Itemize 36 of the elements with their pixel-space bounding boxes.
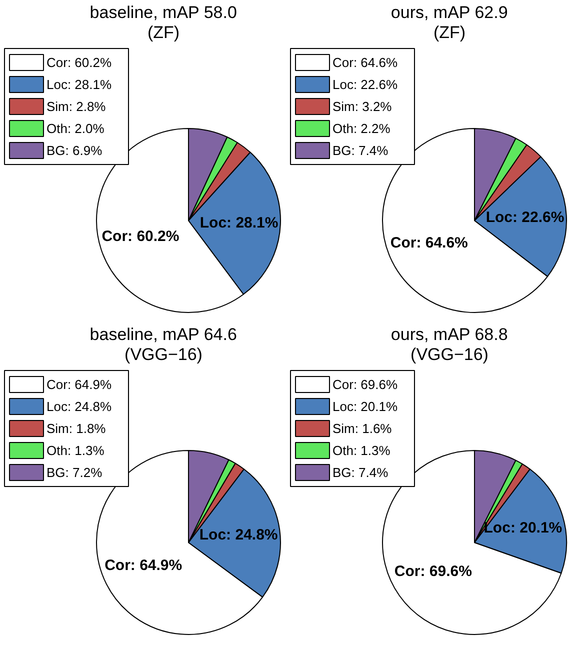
- chart-title: ours, mAP 68.8: [390, 325, 508, 344]
- legend-label: Cor: 64.9%: [46, 377, 112, 392]
- legend-label: Cor: 64.6%: [332, 55, 398, 70]
- legend-label: Oth: 2.0%: [46, 121, 105, 136]
- chart-title: baseline, mAP 58.0: [90, 3, 237, 22]
- legend-label: Loc: 20.1%: [332, 399, 398, 414]
- legend-label: Sim: 2.8%: [46, 99, 106, 114]
- data-label: Cor: 60.2%: [102, 228, 180, 245]
- data-label: Loc: 28.1%: [200, 214, 278, 232]
- data-label: Loc: 24.8%: [199, 526, 278, 544]
- data-label: Cor: 69.6%: [394, 563, 472, 580]
- data-label: Cor: 64.9%: [104, 556, 182, 574]
- legend-label: Sim: 3.2%: [332, 99, 392, 114]
- legend-label: Sim: 1.6%: [332, 421, 392, 436]
- legend-label: BG: 7.4%: [332, 465, 389, 480]
- legend-label: Oth: 1.3%: [46, 443, 105, 458]
- legend-label: BG: 7.4%: [332, 143, 389, 158]
- chart-title: baseline, mAP 64.6: [90, 325, 237, 344]
- legend-label: Cor: 60.2%: [46, 55, 112, 70]
- legend-label: Loc: 24.8%: [46, 399, 112, 414]
- legend-label: Cor: 69.6%: [332, 377, 398, 392]
- data-label: Cor: 64.6%: [390, 234, 468, 252]
- chart-subtitle: (VGG−16): [124, 345, 202, 364]
- legend-label: Oth: 1.3%: [332, 443, 391, 458]
- legend-label: Oth: 2.2%: [332, 121, 391, 136]
- legend-label: Sim: 1.8%: [46, 421, 106, 436]
- data-label: Loc: 22.6%: [486, 209, 564, 226]
- data-label: Loc: 20.1%: [484, 519, 562, 536]
- chart-subtitle: (ZF): [433, 23, 466, 42]
- legend-label: BG: 6.9%: [46, 143, 103, 158]
- legend-label: Loc: 22.6%: [332, 77, 398, 92]
- chart-subtitle: (ZF): [147, 23, 180, 42]
- legend-label: Loc: 28.1%: [46, 77, 112, 92]
- chart-subtitle: (VGG−16): [410, 345, 488, 364]
- legend-label: BG: 7.2%: [46, 465, 103, 480]
- chart-title: ours, mAP 62.9: [390, 3, 508, 22]
